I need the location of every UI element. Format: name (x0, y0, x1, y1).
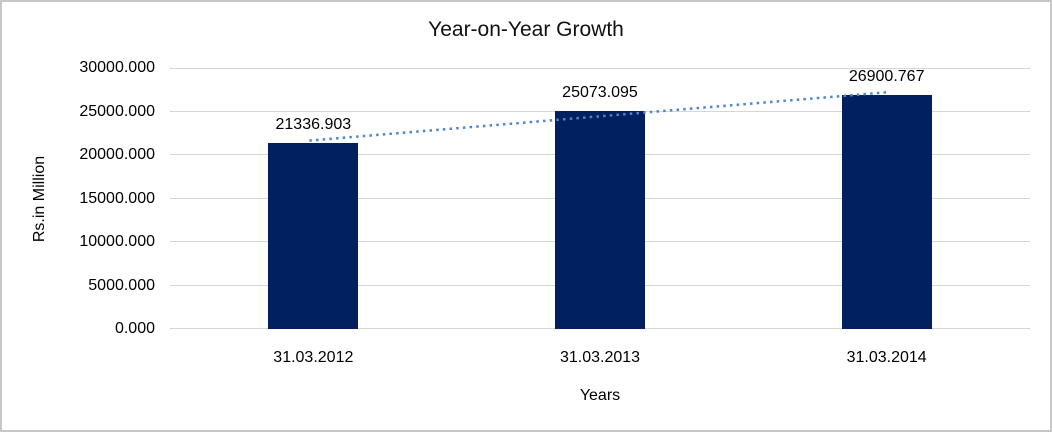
bar-value-label: 26900.767 (848, 68, 925, 85)
y-tick-label: 5000.000 (88, 277, 155, 294)
bar-value-label: 21336.903 (275, 116, 352, 133)
y-tick-label: 15000.000 (79, 190, 155, 207)
category-label: 31.03.2012 (273, 349, 354, 366)
bar-value-label: 25073.095 (562, 84, 638, 101)
bar (555, 111, 645, 329)
y-tick-label: 0.000 (114, 320, 155, 337)
y-tick-label: 25000.000 (79, 103, 155, 120)
plot-area: 0.000 5000.000 10000.000 15000.000 20000.000… (79, 60, 1030, 366)
category-label: 31.03.2014 (846, 349, 927, 366)
chart-title: Year-on-Year Growth (428, 18, 624, 41)
y-tick-label: 30000.000 (79, 59, 155, 76)
gridline (170, 68, 1030, 69)
trendline (309, 90, 888, 142)
bar (842, 95, 932, 329)
y-tick-label: 20000.000 (79, 146, 155, 163)
bar (268, 143, 358, 329)
x-axis-title: Years (579, 387, 621, 404)
y-tick-label: 10000.000 (79, 233, 155, 250)
category-label: 31.03.2013 (559, 349, 641, 366)
